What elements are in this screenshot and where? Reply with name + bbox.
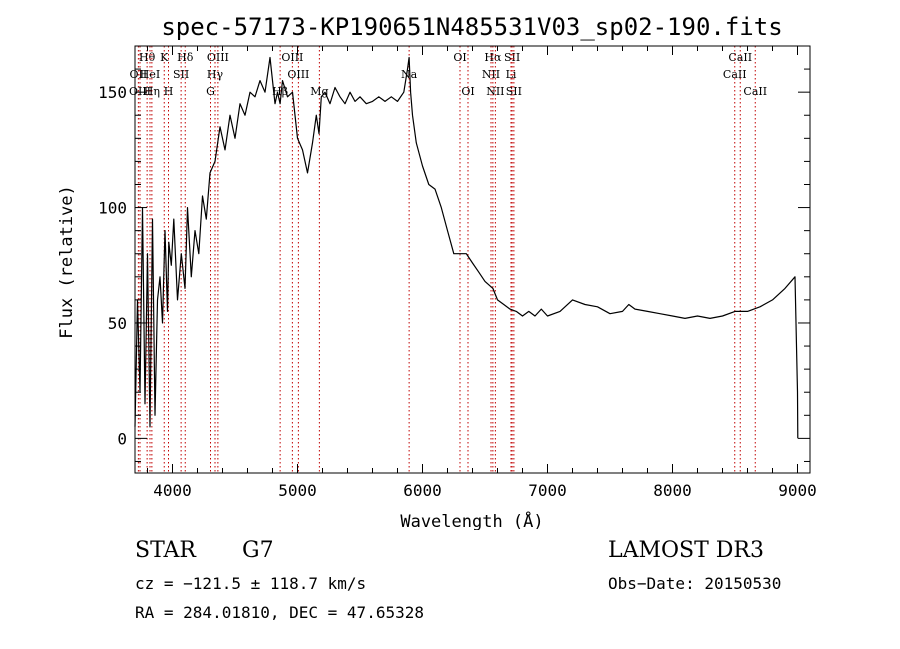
- marker-label: Hγ: [207, 68, 224, 81]
- marker-label: HeI: [140, 68, 160, 81]
- obs-date: Obs−Date: 20150530: [608, 574, 782, 593]
- marker-label: CaII: [723, 68, 747, 81]
- x-tick-label: 4000: [153, 481, 192, 500]
- coordinates: RA = 284.01810, DEC = 47.65328: [135, 603, 424, 622]
- marker-label: OI: [453, 51, 466, 64]
- y-axis: 0 50 100 150: [98, 68, 810, 462]
- y-tick-label: 150: [98, 83, 127, 102]
- marker-label: Hη: [144, 85, 160, 98]
- survey-name: LAMOST DR3: [608, 538, 764, 563]
- marker-label: SII: [173, 68, 189, 81]
- x-axis: 4000 5000 6000 7000 8000 9000: [147, 46, 817, 500]
- object-class: STAR: [135, 538, 196, 563]
- marker-label: SII: [504, 51, 520, 64]
- y-tick-label: 0: [117, 429, 127, 448]
- marker-label: CaII: [743, 85, 767, 98]
- marker-label: Mg: [310, 85, 328, 98]
- y-tick-label: 50: [108, 314, 127, 333]
- marker-label: OIII: [287, 68, 309, 81]
- x-tick-label: 8000: [653, 481, 692, 500]
- y-tick-label: 100: [98, 199, 127, 218]
- x-tick-label: 6000: [403, 481, 442, 500]
- x-tick-label: 9000: [778, 481, 817, 500]
- x-axis-label: Wavelength (Å): [400, 510, 543, 530]
- marker-label: OII: [130, 68, 148, 81]
- plot-frame: [134, 45, 811, 474]
- spectrum-line: [134, 56, 799, 439]
- marker-label: NII: [482, 68, 500, 81]
- object-subclass: G7: [242, 538, 274, 563]
- marker-label: CaII: [728, 51, 752, 64]
- y-axis-label: Flux (relative): [57, 185, 77, 339]
- marker-label: Hβ: [272, 85, 288, 98]
- spectrum-chart: spec-57173-KP190651N485531V03_sp02-190.f…: [57, 13, 817, 530]
- marker-label: H: [164, 85, 174, 98]
- marker-label: SII: [506, 85, 522, 98]
- x-tick-label: 5000: [278, 481, 317, 500]
- marker-label: G: [206, 85, 215, 98]
- marker-label: OIII: [207, 51, 229, 64]
- marker-label: Li: [506, 68, 517, 81]
- marker-label: NII: [486, 85, 504, 98]
- marker-label: OI: [461, 85, 474, 98]
- marker-label: Hα: [484, 51, 502, 64]
- marker-label: Hδ: [177, 51, 194, 64]
- chart-title: spec-57173-KP190651N485531V03_sp02-190.f…: [161, 13, 782, 41]
- x-tick-label: 7000: [528, 481, 567, 500]
- marker-label: K: [160, 51, 169, 64]
- marker-label: OIII: [281, 51, 303, 64]
- cz-value: cz = −121.5 ± 118.7 km/s: [135, 574, 367, 593]
- marker-label: Hθ: [139, 51, 156, 64]
- marker-label: OIII: [129, 85, 151, 98]
